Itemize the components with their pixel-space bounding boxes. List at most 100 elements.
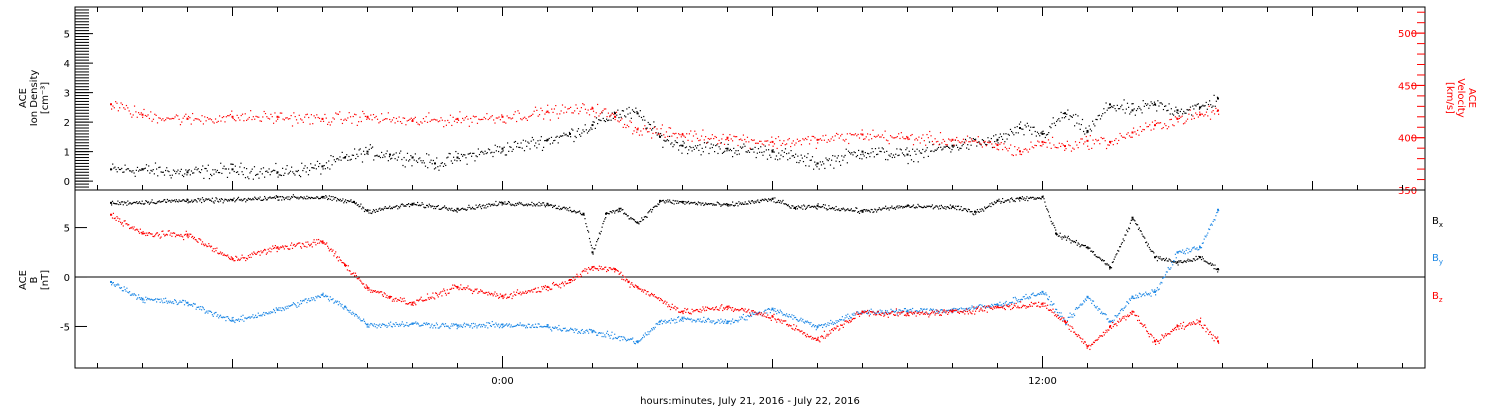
velocity-point: [412, 118, 414, 121]
bx-point: [640, 220, 642, 223]
density-point: [1008, 134, 1010, 136]
by-point: [443, 324, 445, 326]
density-point: [584, 124, 586, 126]
velocity-point: [448, 121, 450, 124]
density-point: [824, 167, 826, 170]
bx-point: [943, 207, 945, 210]
velocity-point: [750, 139, 753, 141]
bx-anchor-point: [605, 212, 607, 215]
velocity-point: [351, 122, 353, 124]
bx-point: [469, 206, 471, 209]
density-point: [790, 150, 792, 152]
velocity-point: [730, 138, 732, 140]
by-point: [901, 312, 903, 314]
bx-point: [399, 207, 401, 209]
bx-point: [678, 202, 680, 204]
by-point: [1005, 300, 1007, 303]
bx-point: [196, 201, 198, 203]
bx-point: [850, 208, 852, 210]
density-point: [585, 129, 587, 131]
by-point: [788, 313, 790, 316]
by-point: [833, 322, 835, 324]
velocity-point: [324, 113, 326, 116]
by-point: [1103, 313, 1105, 315]
by-point: [292, 302, 294, 304]
density-point: [1095, 118, 1097, 121]
density-point: [565, 133, 567, 135]
by-point: [508, 323, 510, 325]
by-point: [478, 324, 480, 326]
by-point: [266, 313, 268, 315]
by-point: [344, 306, 346, 308]
by-point: [1143, 293, 1145, 295]
by-point: [198, 306, 200, 308]
by-point: [357, 317, 359, 319]
bx-point: [771, 198, 773, 200]
density-point: [435, 167, 437, 169]
by-point: [590, 329, 592, 331]
bz-point: [185, 230, 187, 232]
by-point: [1017, 301, 1019, 303]
bz-point: [280, 246, 282, 248]
by-point: [794, 317, 796, 319]
bx-point: [999, 200, 1001, 202]
by-point: [1113, 319, 1115, 321]
density-point: [333, 159, 335, 161]
bz-point: [425, 299, 427, 301]
density-point: [223, 165, 225, 167]
bx-point: [249, 198, 251, 200]
velocity-point: [896, 135, 898, 138]
by-point: [433, 325, 435, 327]
bz-point: [484, 292, 486, 294]
by-point: [260, 314, 262, 316]
velocity-point: [803, 139, 805, 141]
by-point: [1162, 277, 1164, 279]
density-point: [664, 140, 666, 142]
by-point: [329, 296, 331, 298]
bz-point: [291, 247, 294, 249]
density-point: [804, 155, 806, 157]
by-point: [156, 298, 159, 300]
bx-point: [691, 202, 693, 204]
bx-point: [368, 212, 370, 214]
bz-point: [237, 259, 239, 261]
velocity-point: [159, 117, 161, 119]
bx-point: [824, 204, 826, 206]
bx-point: [1143, 236, 1145, 238]
velocity-point: [976, 141, 978, 143]
bz-point: [209, 245, 211, 247]
bx-point: [562, 206, 564, 209]
by-point: [157, 298, 159, 301]
by-point: [1066, 320, 1068, 322]
by-point: [264, 312, 267, 314]
bx-point: [1114, 256, 1116, 258]
density-point: [525, 140, 527, 142]
velocity-point: [722, 133, 724, 136]
velocity-point: [228, 115, 230, 117]
velocity-point: [210, 119, 213, 121]
density-point: [808, 165, 810, 167]
density-point: [329, 168, 331, 170]
bx-point: [570, 209, 572, 212]
density-point: [801, 157, 803, 159]
bx-point: [389, 205, 391, 207]
by-point: [1121, 308, 1123, 310]
by-point: [890, 308, 892, 310]
density-point: [331, 164, 333, 166]
velocity-point: [979, 142, 981, 144]
bz-point: [221, 252, 223, 254]
bx-point: [655, 205, 657, 207]
bx-point: [634, 220, 636, 223]
by-point: [1015, 298, 1017, 300]
velocity-anchor-point: [1199, 113, 1201, 116]
bz-point: [502, 297, 504, 300]
bx-point: [314, 197, 316, 199]
by-point: [640, 339, 642, 341]
by-anchor-point: [681, 317, 684, 320]
bx-point: [444, 207, 447, 209]
by-point: [333, 302, 335, 304]
velocity-point: [201, 115, 203, 117]
by-point: [1207, 232, 1209, 234]
by-point: [192, 305, 194, 307]
bx-point: [790, 207, 792, 209]
